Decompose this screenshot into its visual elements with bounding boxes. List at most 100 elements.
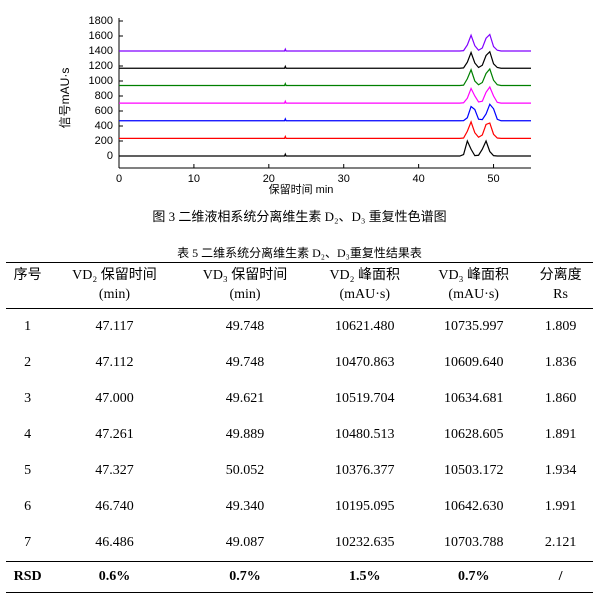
table-cell: 1.860 <box>544 391 577 406</box>
y-axis-label: 信号mAU·s <box>58 68 72 129</box>
figure-caption: 图 3 二维液相系统分离维生素 D₂、D₃ 重复性色谱图 <box>152 209 447 224</box>
table-cell: 10470.863 <box>335 355 395 370</box>
table-cell: 49.748 <box>225 319 265 334</box>
table-cell: 1.5% <box>310 561 420 593</box>
x-tick-label: 40 <box>413 173 425 185</box>
y-tick-label: 200 <box>95 135 113 147</box>
table-cell: 6 <box>24 499 32 514</box>
table-cell: 1.991 <box>544 499 577 514</box>
header-text: (min) <box>98 287 131 302</box>
table-cell: 5 <box>24 463 32 478</box>
y-tick-label: 0 <box>107 150 113 162</box>
header-cell: 分离度 Rs <box>528 262 593 309</box>
header-text: VD₂ 保留时间 <box>72 268 157 283</box>
table-cell: 0.6% <box>49 561 180 593</box>
table-cell: 2 <box>24 355 32 370</box>
y-tick-label: 1800 <box>89 15 113 27</box>
header-cell: VD₂ 保留时间 (min) <box>49 262 180 309</box>
results-table: 序号 VD₂ 保留时间 (min) VD₃ 保留时间 (min) VD₂ 峰面积 (mAU·… <box>6 262 593 593</box>
trace-line <box>119 33 531 52</box>
table-row: 5 47.327 50.052 10376.377 10503.172 1.934 <box>6 453 593 489</box>
table-cell: 1.836 <box>544 355 577 370</box>
table-row: 6 46.740 49.340 10195.095 10642.630 1.991 <box>6 489 593 525</box>
y-tick-label: 400 <box>95 120 113 132</box>
table-cell: 10232.635 <box>335 535 395 550</box>
chart: 保留时间 min 信号mAU·s 02004006008001000120014… <box>58 15 531 196</box>
trace-line <box>119 85 531 104</box>
header-text: (mAU·s) <box>448 287 499 302</box>
x-tick-label: 0 <box>116 173 122 185</box>
header-text: (min) <box>229 287 261 302</box>
table-cell: 10519.704 <box>335 391 395 406</box>
table-cell: 10503.172 <box>443 463 504 478</box>
table-cell: 4 <box>24 427 32 442</box>
table-cell: 10642.630 <box>443 499 504 514</box>
table-cell: 47.261 <box>95 427 134 442</box>
table-caption: 表 5 二维系统分离维生素 D₂、D₃重复性结果表 <box>177 246 422 260</box>
x-tick-label: 10 <box>188 173 200 185</box>
header-text: Rs <box>553 287 568 302</box>
table-cell: 50.052 <box>225 463 265 478</box>
table-row: 1 47.117 49.748 10621.480 10735.997 1.809 <box>6 309 593 346</box>
trace-line <box>119 50 531 69</box>
table-cell: 10628.605 <box>443 427 504 442</box>
table-cell: 3 <box>24 391 32 406</box>
x-tick-label: 30 <box>338 173 350 185</box>
table-cell: 47.112 <box>95 355 134 370</box>
table-cell: RSD <box>6 561 50 593</box>
header-cell: VD₃ 保留时间 (min) <box>179 262 311 309</box>
x-tick-label: 20 <box>263 173 275 185</box>
header-cell: 序号 <box>6 262 50 309</box>
table-cell: 49.621 <box>225 391 265 406</box>
header-cell: VD₂ 峰面积 (mAU·s) <box>310 262 420 309</box>
table-cell: 0.7% <box>419 561 529 593</box>
table-cell: 47.000 <box>95 391 134 406</box>
x-axis-label: 保留时间 min <box>269 182 334 196</box>
header-row: 序号 VD₂ 保留时间 (min) VD₃ 保留时间 (min) VD₂ 峰面积 (mAU·… <box>6 262 593 309</box>
table-cell: 46.486 <box>95 535 134 550</box>
table-body: 1 47.117 49.748 10621.480 10735.997 1.809 2 47.… <box>6 309 593 593</box>
table-cell: 1.891 <box>544 427 577 442</box>
table-cell: 10735.997 <box>443 319 504 334</box>
table-cell: / <box>528 561 593 593</box>
table-cell: 2.121 <box>544 535 577 550</box>
y-tick-label: 1400 <box>89 45 113 57</box>
y-tick-label: 1600 <box>89 30 113 42</box>
table-cell: 10480.513 <box>335 427 395 442</box>
table-row: 2 47.112 49.748 10470.863 10609.640 1.836 <box>6 345 593 381</box>
table-row: RSD 0.6% 0.7% 1.5% 0.7% / <box>6 561 593 593</box>
table-cell: 1.934 <box>544 463 577 478</box>
table-cell: 10621.480 <box>335 319 395 334</box>
y-tick-label: 1000 <box>89 75 113 87</box>
y-tick-label: 1200 <box>89 60 113 72</box>
table-cell: 0.7% <box>179 561 311 593</box>
table-cell: 10634.681 <box>443 391 504 406</box>
trace-line <box>119 139 531 157</box>
y-tick-label: 600 <box>95 105 113 117</box>
header-text: VD₂ 峰面积 <box>329 268 401 283</box>
header-text: 分离度 <box>539 268 582 283</box>
table-row: 7 46.486 49.087 10232.635 10703.788 2.121 <box>6 525 593 562</box>
table-cell: 1.809 <box>544 319 577 334</box>
header-text: VD₃ 保留时间 <box>202 268 288 283</box>
table-cell: 1 <box>24 319 32 334</box>
table-cell: 49.340 <box>225 499 265 514</box>
table-cell: 10376.377 <box>335 463 395 478</box>
table-cell: 10609.640 <box>443 355 504 370</box>
table-cell: 49.087 <box>225 535 265 550</box>
table-cell: 10195.095 <box>335 499 395 514</box>
y-tick-label: 800 <box>95 90 113 102</box>
table-cell: 49.748 <box>225 355 265 370</box>
table-row: 4 47.261 49.889 10480.513 10628.605 1.891 <box>6 417 593 453</box>
header-text: 序号 <box>13 268 42 283</box>
trace-line <box>119 103 531 122</box>
table-cell: 47.117 <box>95 319 134 334</box>
trace-line <box>119 120 531 139</box>
table-cell: 10703.788 <box>443 535 504 550</box>
header-text: VD₃ 峰面积 <box>438 268 509 283</box>
table-cell: 47.327 <box>95 463 134 478</box>
table-row: 3 47.000 49.621 10519.704 10634.681 1.860 <box>6 381 593 417</box>
table-cell: 7 <box>24 535 32 550</box>
